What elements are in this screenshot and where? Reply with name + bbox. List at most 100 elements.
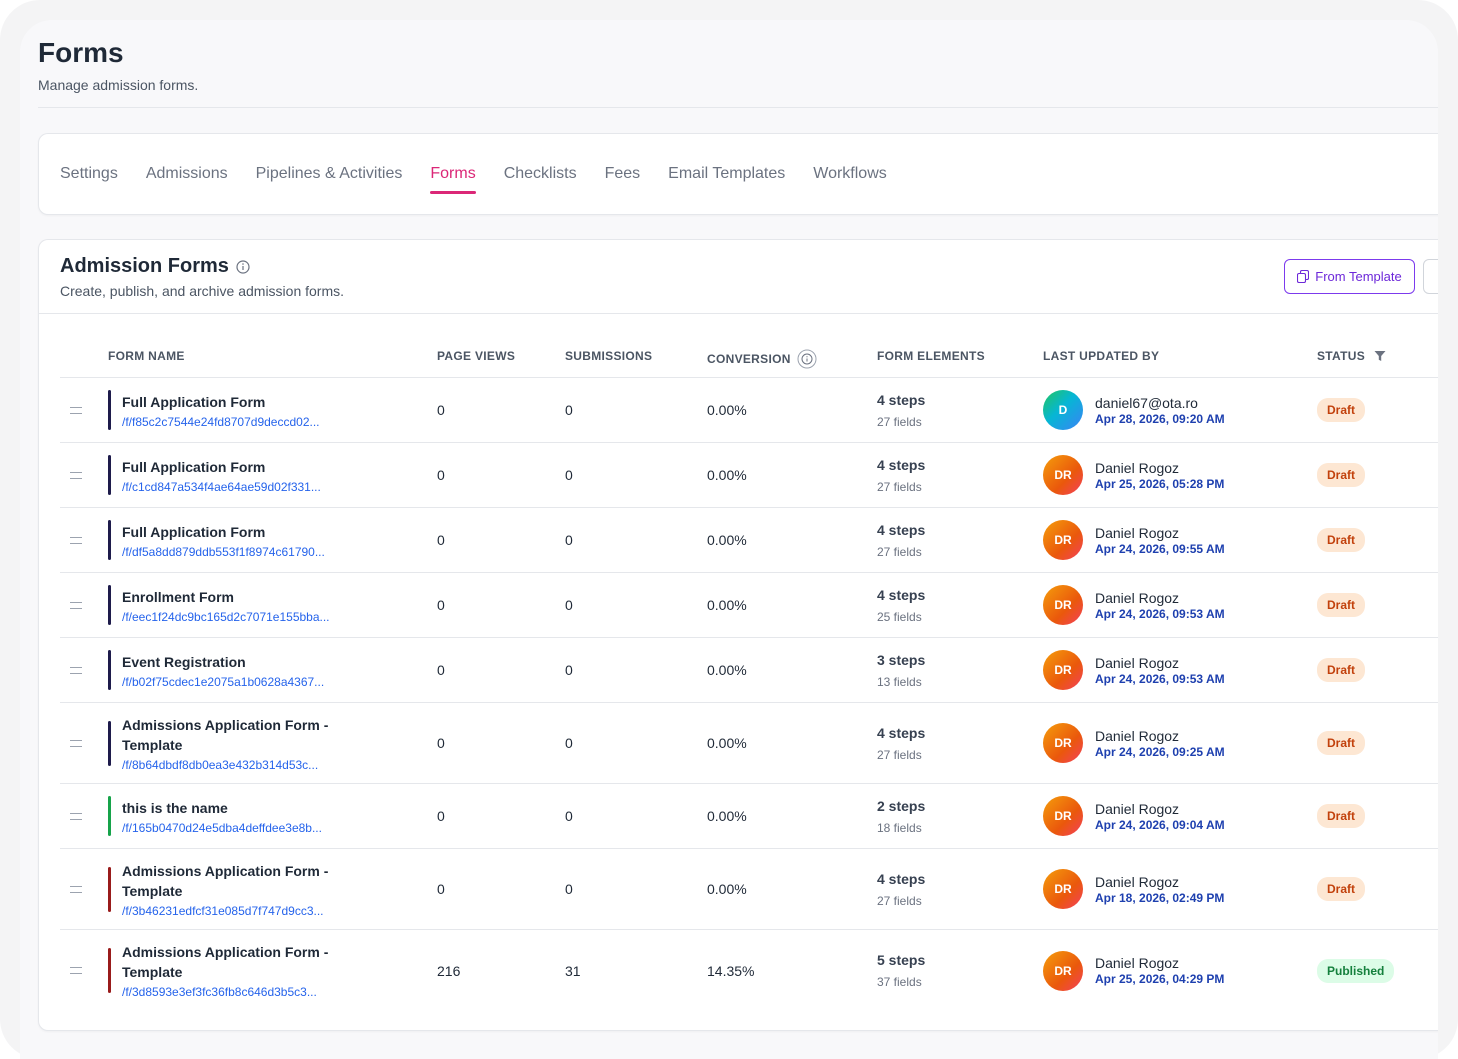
user-info: Daniel Rogoz Apr 24, 2026, 09:55 AM [1095,525,1225,556]
col-conversion[interactable]: CONVERSION [707,349,817,369]
drag-handle-icon[interactable] [70,638,82,702]
drag-handle-icon[interactable] [70,930,82,1011]
table-row[interactable]: Full Application Form/f/df5a8dd879ddb553… [60,508,1438,573]
new-form-button[interactable] [1423,259,1438,294]
form-name[interactable]: Admissions Application Form - Template [122,944,329,980]
col-form-name[interactable]: FORM NAME [108,349,185,363]
drag-handle-icon[interactable] [70,508,82,572]
conversion-value: 0.00% [707,881,747,897]
form-link[interactable]: /f/3b46231edfcf31e085d7f747d9cc3... [122,903,324,918]
conversion-value: 0.00% [707,597,747,613]
page-views-value: 0 [437,662,445,678]
form-link[interactable]: /f/8b64dbdf8db0ea3e432b314d53c... [122,757,319,772]
tab-forms[interactable]: Forms [430,134,477,214]
tab-pipelines-activities[interactable]: Pipelines & Activities [255,165,403,182]
avatar: DR [1043,650,1083,690]
user-info: Daniel Rogoz Apr 24, 2026, 09:53 AM [1095,655,1225,686]
page-views-value: 0 [437,881,445,897]
steps-count: 4 steps [877,870,926,887]
last-updated-cell: DR Daniel Rogoz Apr 24, 2026, 09:55 AM [1043,508,1225,572]
form-link[interactable]: /f/165b0470d24e5dba4deffdee3e8b... [122,820,322,835]
tabs-card: Settings Admissions Pipelines & Activities… [38,133,1438,215]
fields-count: 27 fields [877,893,922,908]
drag-handle-icon[interactable] [70,703,82,783]
form-name[interactable]: this is the name [122,799,228,816]
tab-admissions[interactable]: Admissions [145,165,228,182]
page-subtitle: Manage admission forms. [38,77,199,93]
info-icon[interactable] [236,259,250,274]
form-elements-cell: 4 steps 25 fields [877,573,925,637]
col-submissions[interactable]: SUBMISSIONS [565,349,653,363]
col-status[interactable]: STATUS [1317,349,1386,363]
user-info: Daniel Rogoz Apr 24, 2026, 09:04 AM [1095,801,1225,832]
avatar: DR [1043,950,1083,991]
submissions-value: 0 [565,735,573,751]
drag-handle-icon[interactable] [70,784,82,848]
updated-date: Apr 24, 2026, 09:55 AM [1095,541,1225,556]
table-row[interactable]: Admissions Application Form - Template/f… [60,703,1438,784]
tab-settings[interactable]: Settings [60,165,118,182]
fields-count: 27 fields [877,544,922,559]
user-name: Daniel Rogoz [1095,800,1180,817]
fields-count: 37 fields [877,975,922,989]
admission-forms-card: Admission Forms Create, publish, and arc… [38,239,1438,1031]
form-link[interactable]: /f/f85c2c7544e24fd8707d9deccd02... [122,414,320,429]
status-badge: Draft [1317,804,1366,828]
table-row[interactable]: Full Application Form/f/f85c2c7544e24fd8… [60,378,1438,443]
form-name[interactable]: Admissions Application Form - Template [122,862,329,899]
table-row[interactable]: this is the name/f/165b0470d24e5dba4deff… [60,784,1438,849]
tab-checklists[interactable]: Checklists [503,165,577,182]
table-row[interactable]: Full Application Form/f/c1cd847a534f4ae6… [60,443,1438,508]
form-name-cell: Enrollment Form/f/eec1f24dc9bc165d2c7071… [122,573,422,637]
card-title: Admission Forms [60,255,250,278]
page-views-value: 0 [437,467,445,483]
form-name[interactable]: Event Registration [122,653,246,670]
submissions-value: 0 [565,467,573,483]
form-name[interactable]: Enrollment Form [122,588,235,605]
submissions-value: 0 [565,881,573,897]
tab-email-templates[interactable]: Email Templates [668,165,786,182]
status-badge: Draft [1317,877,1366,901]
row-color-bar [108,443,111,507]
col-page-views[interactable]: PAGE VIEWS [437,349,516,363]
form-name[interactable]: Admissions Application Form - Template [122,716,329,753]
form-link[interactable]: /f/c1cd847a534f4ae64ae59d02f331... [122,479,321,494]
table-row[interactable]: Admissions Application Form - Template/f… [60,849,1438,930]
from-template-button[interactable]: From Template [1284,259,1415,294]
table-row[interactable]: Event Registration/f/b02f75cdec1e2075a1b… [60,638,1438,703]
info-icon[interactable] [797,349,817,369]
avatar: DR [1043,869,1083,909]
form-name[interactable]: Full Application Form [122,523,266,540]
page-views-value: 0 [437,402,445,418]
page-views-value: 216 [437,962,461,979]
fields-count: 27 fields [877,414,922,429]
drag-handle-icon[interactable] [70,443,82,507]
status-cell: Draft [1317,443,1366,507]
form-elements-cell: 5 steps 37 fields [877,930,925,1011]
avatar: DR [1043,520,1083,560]
col-form-elements[interactable]: FORM ELEMENTS [877,349,985,363]
drag-handle-icon[interactable] [70,378,82,442]
form-name[interactable]: Full Application Form [122,393,266,410]
user-info: Daniel Rogoz Apr 24, 2026, 09:25 AM [1095,728,1225,759]
tab-fees[interactable]: Fees [604,165,641,182]
tab-workflows[interactable]: Workflows [813,165,887,182]
table-row[interactable]: Admissions Application Form - Template/f… [60,930,1438,1011]
form-link[interactable]: /f/df5a8dd879ddb553f1f8974c61790... [122,544,325,559]
last-updated-cell: DR Daniel Rogoz Apr 25, 2026, 04:29 PM [1043,930,1224,1011]
drag-handle-icon[interactable] [70,573,82,637]
form-link[interactable]: /f/eec1f24dc9bc165d2c7071e155bba... [122,609,330,624]
table-row[interactable]: Enrollment Form/f/eec1f24dc9bc165d2c7071… [60,573,1438,638]
avatar: DR [1043,796,1083,836]
app-screen: Forms Manage admission forms. Settings Ad… [20,20,1438,1059]
user-info: daniel67@ota.ro Apr 28, 2026, 09:20 AM [1095,395,1225,426]
filter-icon[interactable] [1374,350,1386,362]
row-color-bar [108,573,111,637]
drag-handle-icon[interactable] [70,849,82,929]
status-badge: Published [1317,958,1395,983]
fields-count: 27 fields [877,747,922,762]
form-link[interactable]: /f/3d8593e3ef3fc36fb8c646d3b5c3... [122,985,317,999]
form-name[interactable]: Full Application Form [122,458,266,475]
form-link[interactable]: /f/b02f75cdec1e2075a1b0628a4367... [122,674,325,689]
col-last-updated-by[interactable]: LAST UPDATED BY [1043,349,1160,363]
